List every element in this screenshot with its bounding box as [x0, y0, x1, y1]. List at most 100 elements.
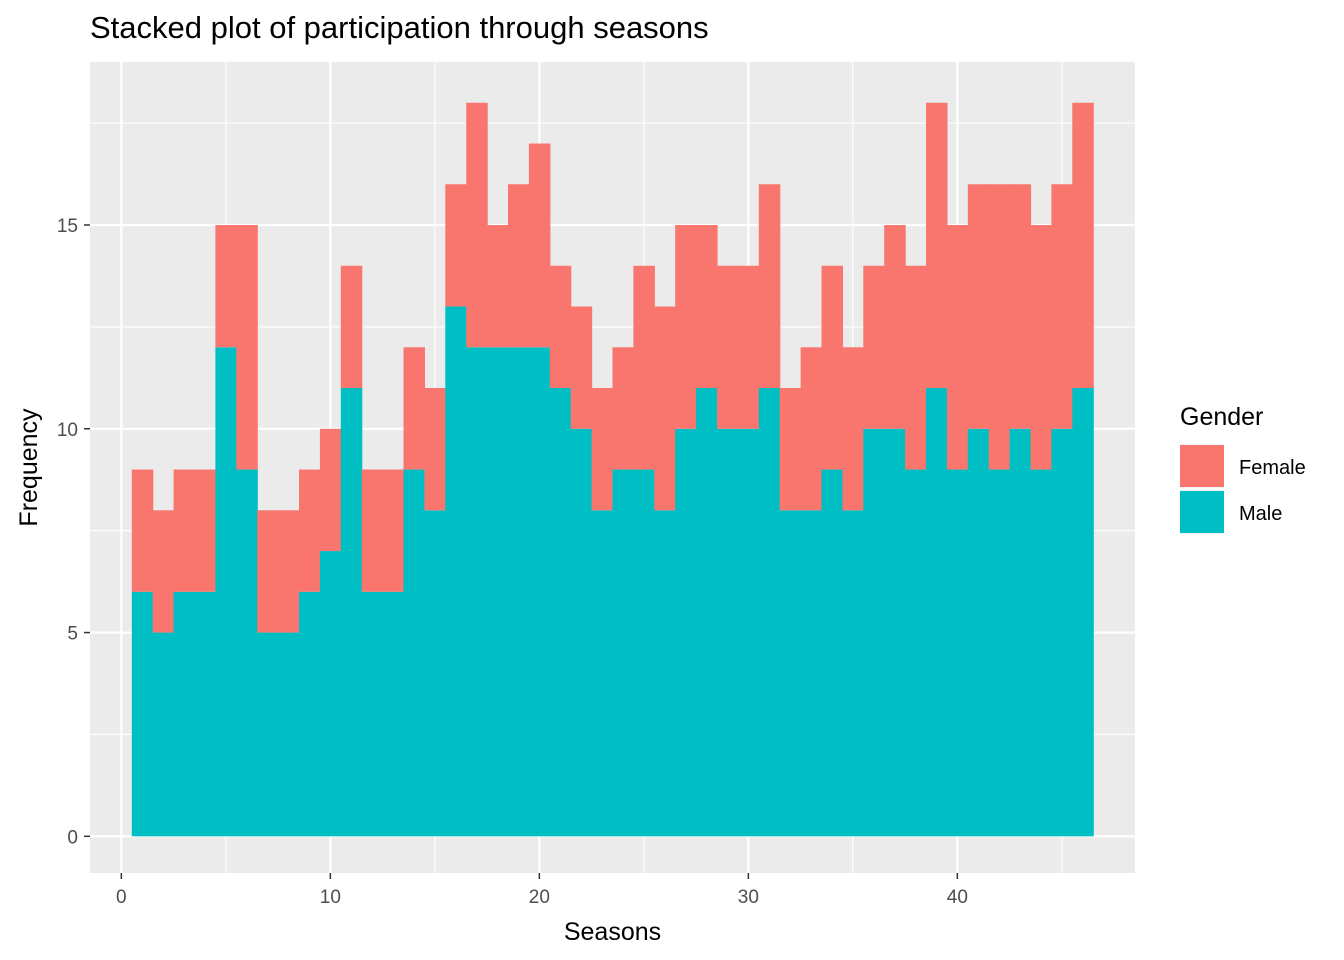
y-tick-label: 5: [67, 624, 78, 645]
legend: Gender Female Male: [1180, 403, 1306, 534]
bar-male: [487, 347, 509, 837]
bar-male: [988, 469, 1011, 837]
bar-female: [717, 265, 739, 429]
bar-female: [487, 225, 509, 348]
bar-female: [278, 510, 300, 633]
bar-male: [549, 388, 572, 837]
bar-female: [863, 265, 885, 429]
bar-female: [570, 306, 593, 429]
bar-male: [570, 428, 593, 837]
bar-male: [131, 591, 154, 837]
y-axis-title: Frequency: [15, 408, 43, 527]
bar-female: [779, 388, 802, 511]
chart-title: Stacked plot of participation through se…: [90, 10, 709, 45]
bars: [131, 102, 1094, 837]
bar-female: [236, 225, 258, 470]
bar-male: [612, 469, 634, 837]
bar-female: [884, 225, 906, 429]
bar-male: [173, 591, 196, 837]
legend-label-female: Female: [1239, 457, 1306, 479]
legend-swatch-male: [1180, 491, 1224, 533]
bar-female: [299, 469, 321, 592]
bar-female: [654, 306, 676, 511]
bar-female: [988, 184, 1011, 470]
bar-female: [821, 265, 843, 470]
bar-female: [758, 184, 781, 389]
bar-male: [403, 469, 425, 837]
bar-male: [946, 469, 969, 837]
bar-female: [737, 265, 760, 429]
bar-female: [131, 469, 154, 592]
bar-female: [1072, 102, 1094, 389]
bar-female: [946, 225, 969, 470]
bar-female: [194, 469, 216, 592]
x-tick-label: 20: [529, 887, 550, 908]
axis-ticks: [84, 224, 959, 879]
legend-title: Gender: [1180, 403, 1263, 431]
x-tick-label: 0: [116, 887, 127, 908]
y-tick-label: 10: [57, 420, 78, 441]
bar-male: [737, 428, 760, 837]
bar-female: [424, 388, 446, 511]
bar-male: [1009, 428, 1032, 837]
bar-female: [800, 347, 823, 511]
legend-swatch-female: [1180, 445, 1224, 487]
bar-male: [361, 591, 384, 837]
bar-male: [926, 388, 948, 837]
bar-female: [152, 510, 175, 633]
bar-male: [278, 632, 300, 837]
x-axis-title: Seasons: [564, 918, 661, 946]
bar-male: [967, 428, 990, 837]
bar-male: [299, 591, 321, 837]
bar-female: [612, 347, 634, 470]
bar-female: [675, 225, 697, 429]
bar-male: [821, 469, 843, 837]
bar-female: [466, 102, 488, 348]
bar-female: [215, 225, 237, 348]
bar-male: [1072, 388, 1094, 837]
x-tick-label: 30: [738, 887, 759, 908]
bar-male: [236, 469, 258, 837]
bar-female: [361, 469, 384, 592]
bar-male: [842, 510, 864, 837]
bar-female: [842, 347, 864, 511]
bar-male: [884, 428, 906, 837]
legend-label-male: Male: [1239, 503, 1282, 525]
bar-female: [445, 184, 467, 307]
bar-female: [549, 265, 572, 389]
bar-male: [800, 510, 823, 837]
x-tick-label: 40: [947, 887, 968, 908]
bar-male: [445, 306, 467, 837]
bar-male: [591, 510, 614, 837]
bar-female: [1030, 225, 1052, 470]
bar-female: [382, 469, 405, 592]
bar-male: [508, 347, 530, 837]
bar-female: [528, 143, 551, 348]
bar-male: [194, 591, 216, 837]
bar-female: [257, 510, 279, 633]
axis-tick-labels: 0 10 20 30 40 0 5 10 15: [57, 216, 968, 908]
bar-male: [1051, 428, 1073, 837]
bar-male: [696, 388, 718, 837]
bar-male: [528, 347, 551, 837]
bar-female: [633, 265, 655, 470]
bar-female: [696, 225, 718, 389]
bar-male: [675, 428, 697, 837]
x-tick-label: 10: [320, 887, 341, 908]
bar-female: [926, 102, 948, 389]
bar-male: [466, 347, 488, 837]
bar-male: [319, 551, 342, 837]
bar-male: [257, 632, 279, 837]
bar-female: [967, 184, 990, 429]
bar-female: [1009, 184, 1032, 429]
bar-female: [591, 388, 614, 511]
bar-male: [152, 632, 175, 837]
bar-male: [633, 469, 655, 837]
bar-male: [779, 510, 802, 837]
bar-male: [424, 510, 446, 837]
bar-male: [758, 388, 781, 837]
bar-male: [382, 591, 405, 837]
bar-male: [1030, 469, 1052, 837]
bar-male: [905, 469, 927, 837]
